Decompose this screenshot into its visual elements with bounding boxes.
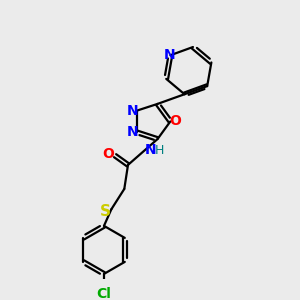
Text: H: H	[155, 144, 164, 157]
Text: N: N	[127, 103, 138, 118]
Text: O: O	[103, 147, 115, 161]
Text: Cl: Cl	[97, 287, 111, 300]
Text: S: S	[99, 204, 110, 219]
Text: O: O	[169, 115, 181, 128]
Text: N: N	[127, 125, 138, 139]
Text: N: N	[164, 48, 175, 62]
Text: N: N	[144, 143, 156, 157]
